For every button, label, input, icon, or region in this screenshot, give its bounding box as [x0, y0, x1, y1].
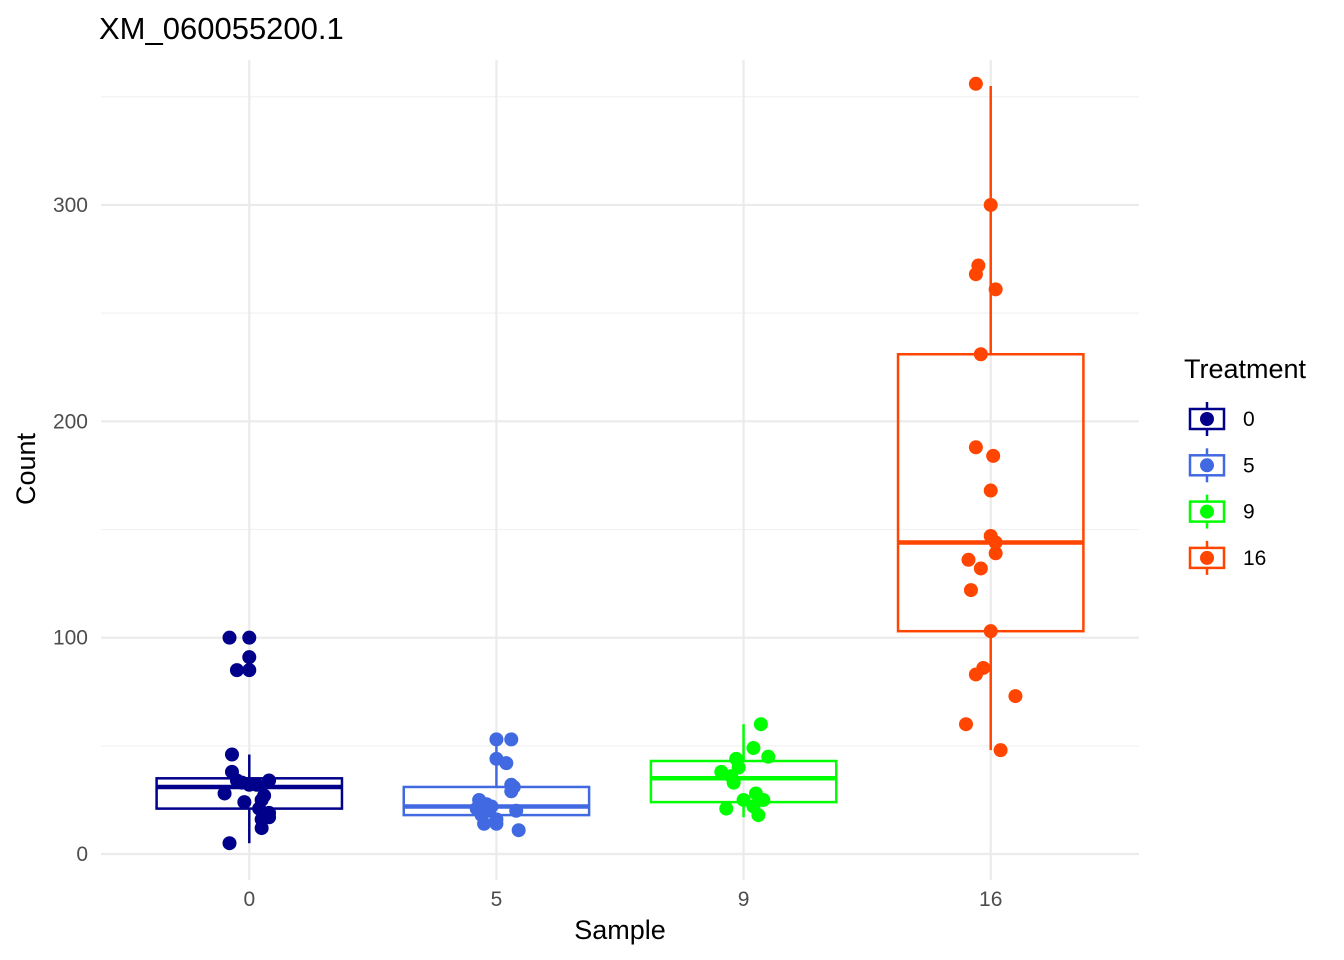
- y-tick-label: 200: [53, 410, 88, 433]
- legend-item-16: 16: [1188, 540, 1266, 575]
- x-tick-label: 9: [738, 888, 750, 911]
- data-point: [242, 630, 257, 645]
- data-point: [988, 282, 1003, 297]
- data-point: [237, 795, 252, 810]
- x-tick-label: 16: [979, 888, 1002, 911]
- data-point: [509, 803, 524, 818]
- data-point: [968, 667, 983, 682]
- x-tick-label: 0: [243, 888, 255, 911]
- data-point: [993, 743, 1008, 758]
- plot-grid: [101, 60, 1139, 880]
- data-point: [254, 821, 269, 836]
- data-point: [477, 816, 492, 831]
- data-point: [961, 552, 976, 567]
- y-tick-label: 100: [53, 627, 88, 650]
- data-point: [242, 663, 257, 678]
- legend-label: 0: [1243, 408, 1255, 431]
- data-point: [968, 76, 983, 91]
- legend-title: Treatment: [1184, 354, 1307, 384]
- legend-label: 9: [1243, 501, 1255, 524]
- data-point: [963, 583, 978, 598]
- data-point: [761, 749, 776, 764]
- legend-item-5: 5: [1188, 448, 1255, 483]
- data-point: [504, 732, 519, 747]
- data-point: [262, 773, 277, 788]
- legend-label: 16: [1243, 547, 1266, 570]
- chart-title: XM_060055200.1: [99, 11, 344, 46]
- data-point: [968, 440, 983, 455]
- x-axis-ticks: 0 5 9 16: [243, 888, 1002, 911]
- data-point: [983, 197, 998, 212]
- data-point: [504, 784, 519, 799]
- legend-label: 5: [1243, 454, 1255, 477]
- legend-item-0: 0: [1188, 402, 1255, 436]
- data-point: [224, 747, 239, 762]
- y-axis-ticks: 0 100 200 300: [53, 194, 88, 866]
- legend: Treatment 0 5 9 16: [1184, 354, 1307, 575]
- data-point: [756, 792, 771, 807]
- y-tick-label: 0: [76, 843, 88, 866]
- data-point: [511, 823, 526, 838]
- legend-item-9: 9: [1188, 494, 1255, 529]
- data-point: [973, 347, 988, 362]
- y-axis-title: Count: [11, 432, 41, 505]
- data-point: [986, 448, 1001, 463]
- data-point: [489, 732, 504, 747]
- legend-key-point: [1200, 550, 1214, 565]
- data-point: [222, 836, 237, 851]
- data-point: [983, 483, 998, 498]
- data-point: [753, 717, 768, 732]
- legend-key-point: [1200, 412, 1214, 426]
- data-point: [983, 624, 998, 639]
- data-point: [736, 792, 751, 807]
- box-layer: [155, 85, 1085, 844]
- data-point: [751, 808, 766, 823]
- data-point: [229, 663, 244, 678]
- data-point: [968, 267, 983, 282]
- data-point: [959, 717, 973, 732]
- data-point: [489, 816, 504, 831]
- data-point: [726, 775, 741, 790]
- data-point: [973, 561, 988, 576]
- x-tick-label: 5: [491, 888, 503, 911]
- legend-key-point: [1200, 458, 1214, 473]
- data-point: [249, 777, 264, 792]
- data-point: [988, 535, 1003, 550]
- x-axis-title: Sample: [574, 915, 666, 945]
- data-point: [499, 756, 514, 771]
- data-point: [217, 786, 232, 801]
- legend-items: 0 5 9 16: [1188, 402, 1266, 575]
- data-point: [242, 650, 257, 665]
- legend-key-point: [1200, 504, 1214, 519]
- data-point: [719, 801, 734, 816]
- point-layer: [217, 76, 1023, 851]
- data-point: [222, 630, 237, 645]
- data-point: [1008, 689, 1023, 704]
- data-point: [988, 546, 1003, 561]
- y-tick-label: 300: [53, 194, 88, 217]
- data-point: [746, 741, 761, 756]
